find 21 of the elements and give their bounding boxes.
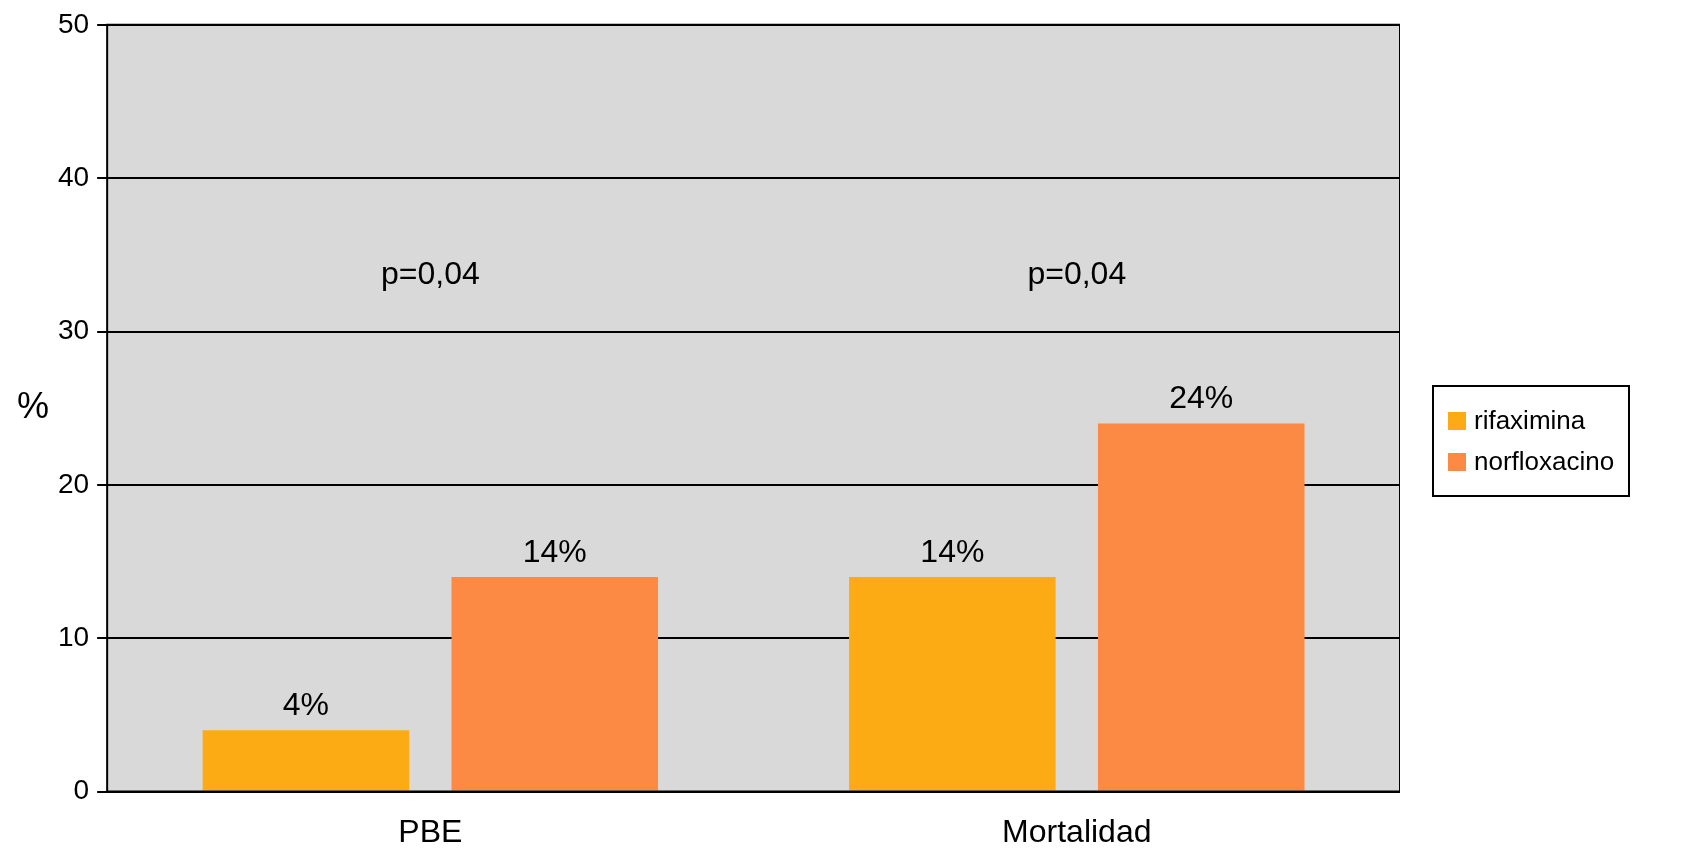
data-label: 14% [522,532,587,569]
y-tick-label: 20 [57,467,90,499]
bar [849,576,1056,791]
y-tick-label: 0 [73,774,90,806]
data-label: 24% [1169,379,1234,416]
y-axis-title: % [16,385,50,427]
x-tick-label: PBE [398,812,463,849]
legend-label: rifaximina [1474,405,1586,436]
y-tick-label: 10 [57,620,90,652]
bar [1097,423,1305,791]
legend-label: norfloxacino [1474,446,1615,477]
x-tick-label: Mortalidad [1002,812,1152,849]
y-tick-label: 30 [57,314,90,346]
bar [202,730,410,791]
y-tick-label: 50 [57,7,90,39]
y-tick-label: 40 [57,160,90,192]
annotation: p=0,04 [1027,254,1127,291]
annotation: p=0,04 [380,254,480,291]
data-label: 14% [920,532,985,569]
bar [451,576,659,791]
data-label: 4% [282,686,330,723]
